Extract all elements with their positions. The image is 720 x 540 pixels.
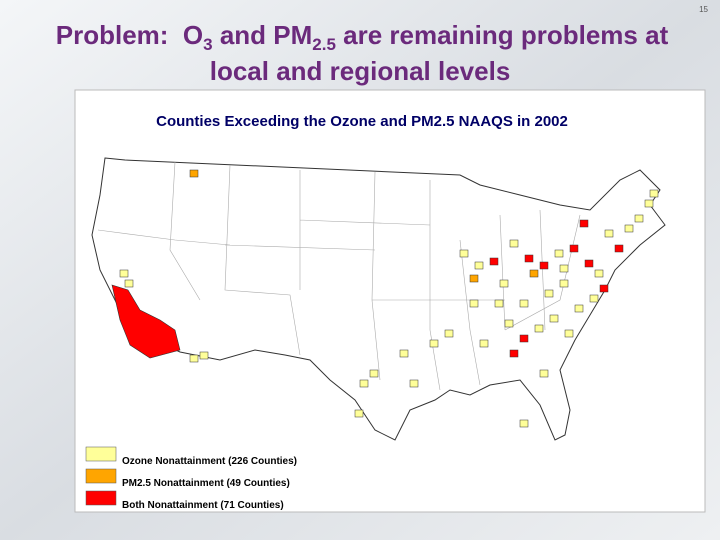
legend-swatch bbox=[85, 446, 117, 462]
county bbox=[119, 269, 129, 278]
legend: Ozone Nonattainment (226 Counties) PM2.5 … bbox=[85, 446, 297, 511]
slide-number: 15 bbox=[699, 5, 708, 14]
county bbox=[124, 279, 134, 288]
county bbox=[584, 259, 594, 268]
slide-title-line2: local and regional levels bbox=[210, 56, 511, 86]
county bbox=[494, 299, 504, 308]
county bbox=[504, 319, 514, 328]
legend-swatch bbox=[85, 468, 117, 484]
county bbox=[369, 369, 379, 378]
county bbox=[519, 299, 529, 308]
county bbox=[539, 369, 549, 378]
county bbox=[589, 294, 599, 303]
county bbox=[549, 314, 559, 323]
county bbox=[359, 379, 369, 388]
county bbox=[564, 329, 574, 338]
county bbox=[469, 274, 479, 283]
county bbox=[579, 219, 589, 228]
slide-title: Problem: O3 and PM2.5 are remaining prob… bbox=[56, 20, 669, 54]
county bbox=[354, 409, 364, 418]
legend-label: Ozone Nonattainment (226 Counties) bbox=[122, 456, 297, 467]
county bbox=[524, 254, 534, 263]
county bbox=[189, 354, 199, 363]
county bbox=[519, 419, 529, 428]
county bbox=[509, 349, 519, 358]
county bbox=[529, 269, 539, 278]
county bbox=[599, 284, 609, 293]
title-text: are remaining problems at bbox=[336, 20, 669, 50]
county bbox=[199, 351, 209, 360]
county bbox=[624, 224, 634, 233]
county-region bbox=[111, 284, 181, 359]
title-text: Problem: O bbox=[56, 20, 203, 50]
county bbox=[649, 189, 659, 198]
legend-swatch bbox=[85, 490, 117, 506]
title-text: and PM bbox=[213, 20, 313, 50]
legend-label: PM2.5 Nonattainment (49 Counties) bbox=[122, 478, 290, 489]
county bbox=[479, 339, 489, 348]
county bbox=[474, 261, 484, 270]
county bbox=[614, 244, 624, 253]
map-title: Counties Exceeding the Ozone and PM2.5 N… bbox=[156, 113, 568, 130]
title-subscript: 3 bbox=[203, 35, 212, 54]
county bbox=[489, 257, 499, 266]
county bbox=[544, 289, 554, 298]
county bbox=[559, 264, 569, 273]
county bbox=[539, 261, 549, 270]
county bbox=[644, 199, 654, 208]
county bbox=[509, 239, 519, 248]
county bbox=[429, 339, 439, 348]
county bbox=[444, 329, 454, 338]
title-subscript: 2.5 bbox=[312, 35, 336, 54]
county bbox=[399, 349, 409, 358]
county bbox=[554, 249, 564, 258]
state-lines bbox=[97, 161, 581, 391]
county bbox=[594, 269, 604, 278]
county bbox=[189, 169, 199, 178]
county bbox=[469, 299, 479, 308]
legend-label: Both Nonattainment (71 Counties) bbox=[122, 500, 284, 511]
counties bbox=[119, 169, 659, 428]
county bbox=[459, 249, 469, 258]
us-outline bbox=[91, 157, 666, 441]
county bbox=[499, 279, 509, 288]
county bbox=[574, 304, 584, 313]
county bbox=[634, 214, 644, 223]
county bbox=[569, 244, 579, 253]
county bbox=[409, 379, 419, 388]
county bbox=[559, 279, 569, 288]
county bbox=[604, 229, 614, 238]
county bbox=[519, 334, 529, 343]
county bbox=[534, 324, 544, 333]
